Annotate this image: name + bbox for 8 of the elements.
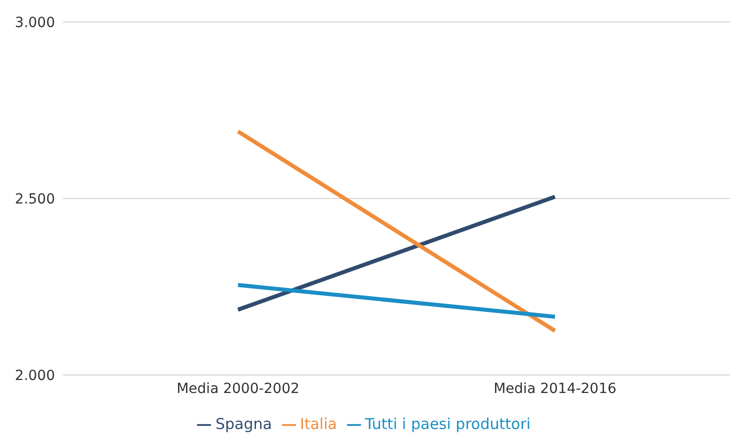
y-tick-label: 2.500 <box>14 191 55 208</box>
legend-label: Spagna <box>215 415 272 433</box>
legend-label: Italia <box>300 415 337 433</box>
legend-label: Tutti i paesi produttori <box>364 415 531 433</box>
y-tick-label: 2.000 <box>14 368 55 384</box>
y-tick-label: 3.000 <box>14 14 55 31</box>
x-tick-label: Media 2014-2016 <box>494 380 616 397</box>
x-tick-label: Media 2000-2002 <box>176 380 300 397</box>
